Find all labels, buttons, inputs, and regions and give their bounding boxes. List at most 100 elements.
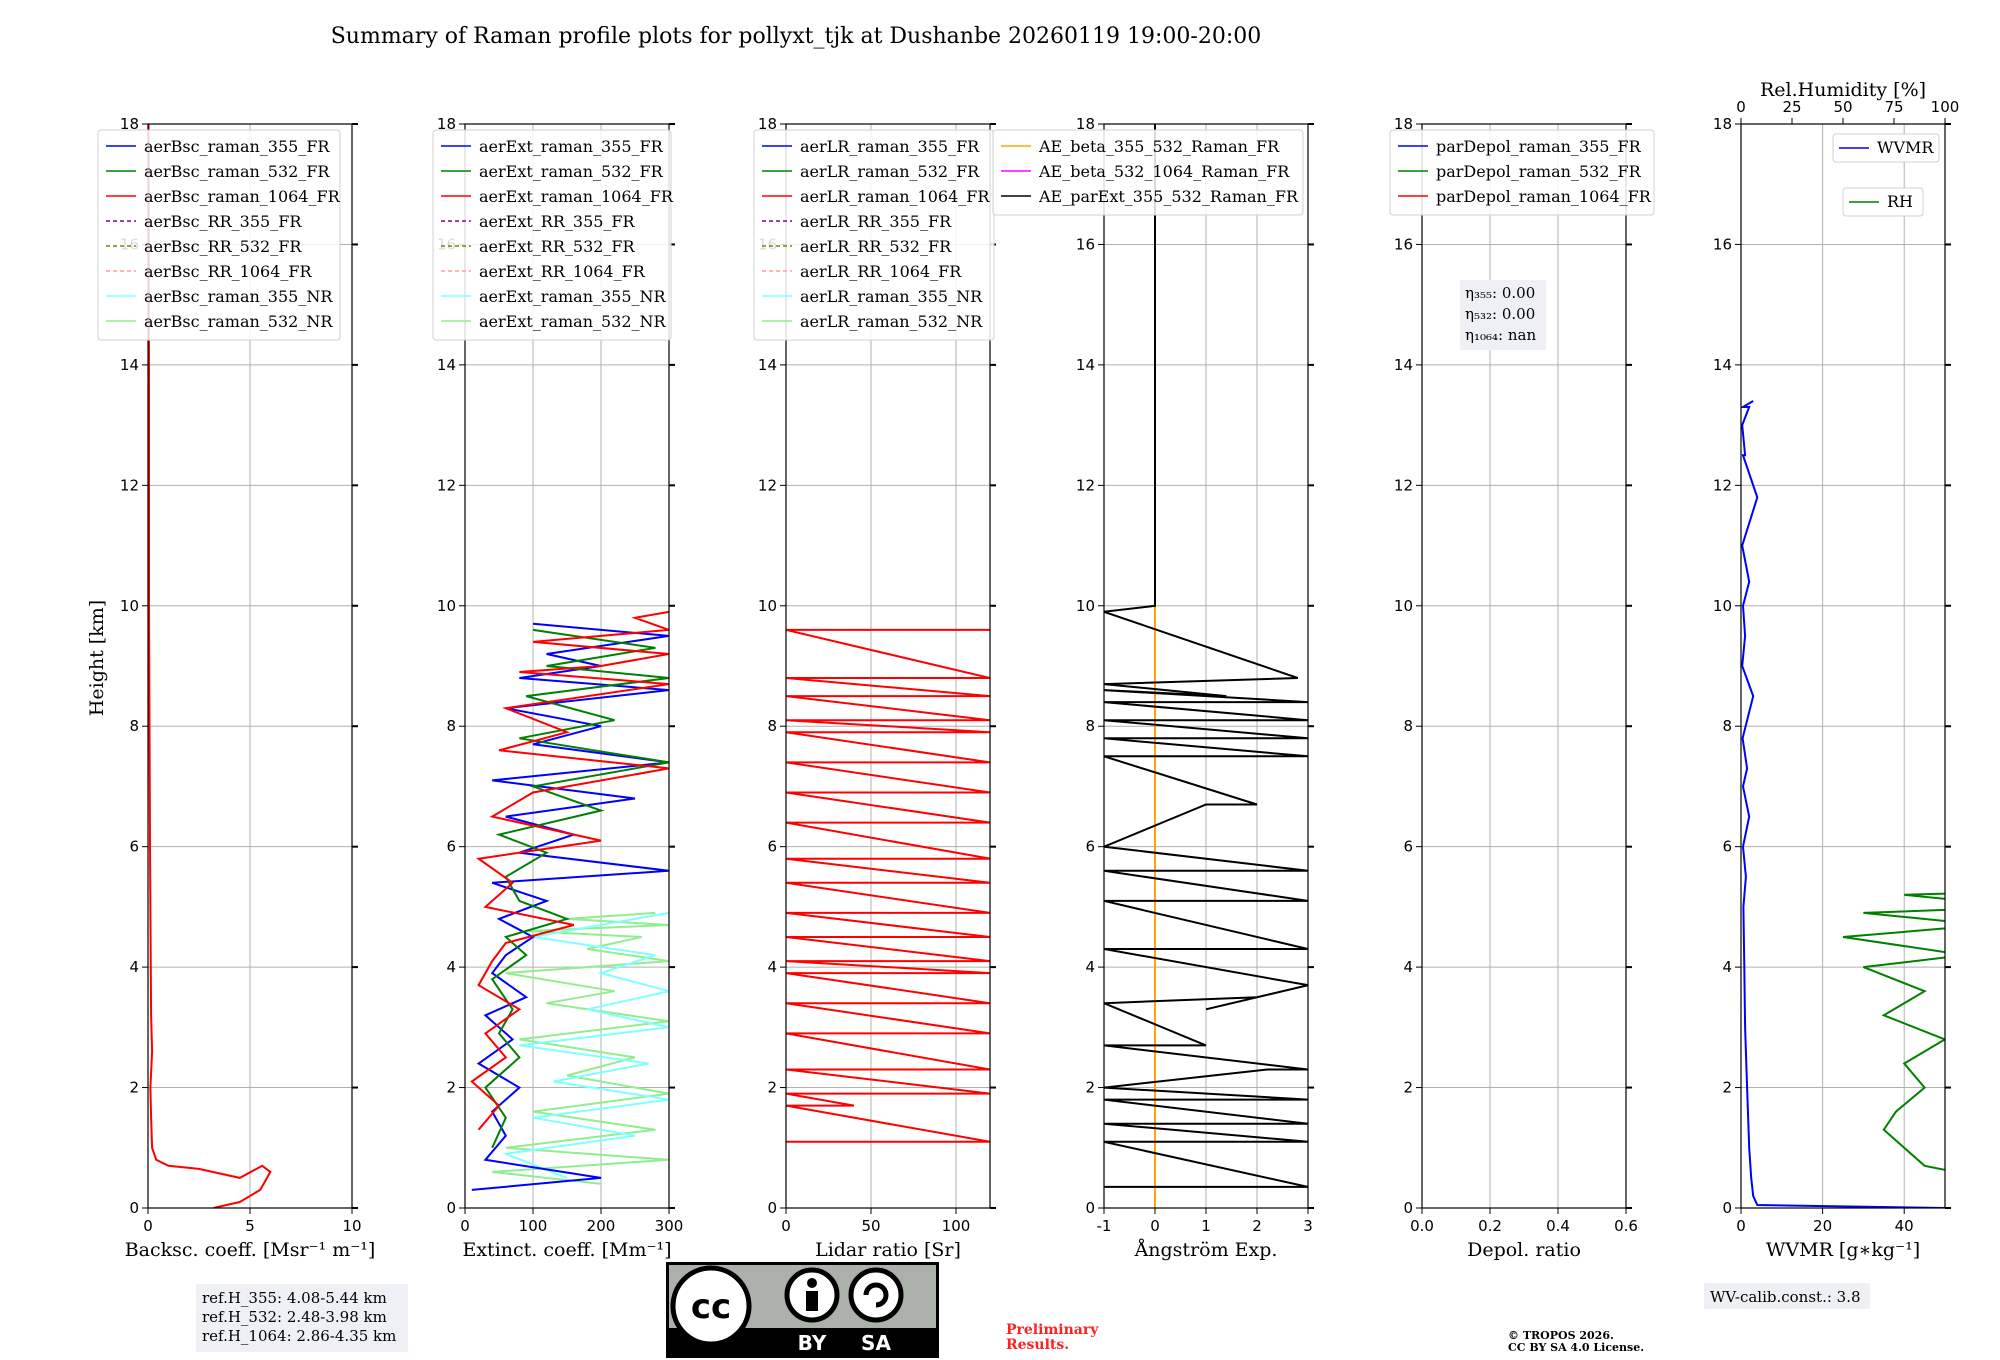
y-tick-label: 8 [1722, 717, 1732, 735]
y-tick-label: 6 [1085, 838, 1095, 856]
y-tick-label: 6 [1722, 838, 1732, 856]
legend-label: aerExt_raman_355_NR [479, 287, 667, 306]
top-x-tick-label: 75 [1884, 98, 1903, 116]
preliminary-note-1: Preliminary [1006, 1322, 1099, 1338]
series-aerLR_raman_1064_FR [786, 628, 990, 1143]
y-tick-label: 4 [446, 958, 456, 976]
x-tick-label: 0 [460, 1217, 470, 1235]
legend-label: aerBsc_raman_532_NR [144, 312, 333, 331]
y-tick-label: 18 [1076, 115, 1095, 133]
y-tick-label: 10 [120, 597, 139, 615]
legend-box-lr [753, 129, 995, 341]
y-tick-label: 2 [446, 1079, 456, 1097]
series-aerExt_raman_355_FR [471, 622, 669, 1191]
panel-bsc: 0510024681012141618Backsc. coeff. [Msr⁻¹… [97, 115, 376, 1261]
legend-label: aerLR_raman_1064_FR [800, 187, 990, 206]
y-tick-label: 0 [446, 1199, 456, 1217]
eta-label: η₁₀₆₄: nan [1465, 326, 1536, 344]
top-axis-label: Rel.Humidity [%] [1760, 79, 1926, 101]
top-x-tick-label: 25 [1782, 98, 1801, 116]
x-tick-label: 2 [1252, 1217, 1262, 1235]
y-tick-label: 0 [1085, 1199, 1095, 1217]
y-tick-label: 2 [1403, 1079, 1413, 1097]
copyright-line-2: CC BY SA 4.0 License. [1508, 1341, 1644, 1354]
sa-label: SA [861, 1331, 891, 1355]
legend-label: aerBsc_raman_355_FR [144, 137, 330, 156]
ref-h-532: ref.H_532: 2.48-3.98 km [202, 1308, 387, 1326]
y-tick-label: 16 [1394, 235, 1413, 253]
y-tick-label: 0 [1403, 1199, 1413, 1217]
y-tick-label: 4 [1722, 958, 1732, 976]
x-axis-label-lr: Lidar ratio [Sr] [815, 1239, 961, 1261]
legend-label: aerExt_RR_355_FR [479, 212, 636, 231]
cc-by-sa-badge: cc BY SA [666, 1262, 939, 1358]
by-person-head [807, 1278, 817, 1288]
x-tick-label: 100 [942, 1217, 971, 1235]
x-axis-label-bsc: Backsc. coeff. [Msr⁻¹ m⁻¹] [125, 1239, 376, 1261]
copyright-line-1: © TROPOS 2026. [1508, 1329, 1614, 1342]
eta-label: η₅₃₂: 0.00 [1465, 305, 1535, 323]
panel-depol: 0.0 0.2 0.4 0.6 0 2 4 6 8 10 12 14 16 18 Depol. ratio p… [1389, 115, 1655, 1261]
x-axis-label-ext: Extinct. coeff. [Mm⁻¹] [462, 1239, 671, 1261]
series-group [1741, 400, 1945, 1208]
legend-label: aerExt_raman_1064_FR [479, 187, 674, 206]
cc-logo-text: cc [691, 1287, 731, 1327]
y-tick-label: 18 [437, 115, 456, 133]
y-tick-label: 12 [1076, 476, 1095, 494]
legend-label: aerBsc_RR_1064_FR [144, 262, 313, 281]
legend-label: aerLR_RR_532_FR [800, 237, 952, 256]
y-tick-label: 14 [1076, 356, 1095, 374]
x-tick-label: 0.2 [1478, 1217, 1502, 1235]
legend-label: aerExt_RR_532_FR [479, 237, 636, 256]
legend-label: AE_beta_355_532_Raman_FR [1038, 137, 1280, 156]
y-tick-label: 12 [758, 476, 777, 494]
x-tick-label: 5 [245, 1217, 255, 1235]
y-tick-label: 16 [1076, 235, 1095, 253]
eta-label: η₃₅₅: 0.00 [1465, 284, 1535, 302]
wv-calib-note: WV-calib.const.: 3.8 [1704, 1283, 1870, 1309]
legend-label: parDepol_raman_1064_FR [1436, 187, 1652, 206]
x-axis-label-ae: Ångström Exp. [1134, 1239, 1278, 1261]
y-tick-label: 18 [1394, 115, 1413, 133]
legend-label: aerBsc_raman_355_NR [144, 287, 333, 306]
x-tick-label: 10 [342, 1217, 361, 1235]
y-tick-label: 2 [1722, 1079, 1732, 1097]
y-tick-label: 14 [120, 356, 139, 374]
x-tick-label: -1 [1097, 1217, 1112, 1235]
y-tick-label: 18 [758, 115, 777, 133]
panel-ext: 0100200300024681012141618Extinct. coeff.… [432, 115, 684, 1261]
by-person-body [806, 1291, 818, 1311]
y-tick-label: 8 [1085, 717, 1095, 735]
x-tick-label: 50 [861, 1217, 880, 1235]
y-tick-label: 6 [446, 838, 456, 856]
y-tick-label: 10 [1713, 597, 1732, 615]
legend-label: aerLR_raman_532_NR [800, 312, 983, 331]
ref-h-1064: ref.H_1064: 2.86-4.35 km [202, 1327, 396, 1345]
y-tick-label: 10 [1076, 597, 1095, 615]
legend-label: aerExt_raman_532_FR [479, 162, 664, 181]
panel-lr: 050100024681012141618Lidar ratio [Sr]aer… [753, 115, 996, 1261]
top-x-tick-label: 0 [1736, 98, 1746, 116]
legend-label: aerBsc_RR_355_FR [144, 212, 302, 231]
wv-calib-box [1704, 1283, 1870, 1309]
series-group [1104, 124, 1308, 1208]
x-tick-label: 0.0 [1410, 1217, 1434, 1235]
y-tick-label: 14 [1713, 356, 1732, 374]
x-tick-label: 0 [1736, 1217, 1746, 1235]
y-tick-label: 12 [1394, 476, 1413, 494]
x-tick-label: 300 [655, 1217, 684, 1235]
y-tick-label: 10 [437, 597, 456, 615]
wv-calib-text: WV-calib.const.: 3.8 [1710, 1288, 1861, 1306]
x-tick-label: 1 [1201, 1217, 1211, 1235]
sa-share-icon [848, 1267, 904, 1323]
x-tick-label: 0 [781, 1217, 791, 1235]
y-tick-label: 2 [129, 1079, 139, 1097]
legend-label: AE_parExt_355_532_Raman_FR [1038, 187, 1299, 206]
y-tick-label: 4 [129, 958, 139, 976]
legend-label: aerLR_RR_1064_FR [800, 262, 962, 281]
x-tick-label: 3 [1303, 1217, 1313, 1235]
y-tick-label: 14 [437, 356, 456, 374]
axes-frame [785, 123, 991, 1209]
